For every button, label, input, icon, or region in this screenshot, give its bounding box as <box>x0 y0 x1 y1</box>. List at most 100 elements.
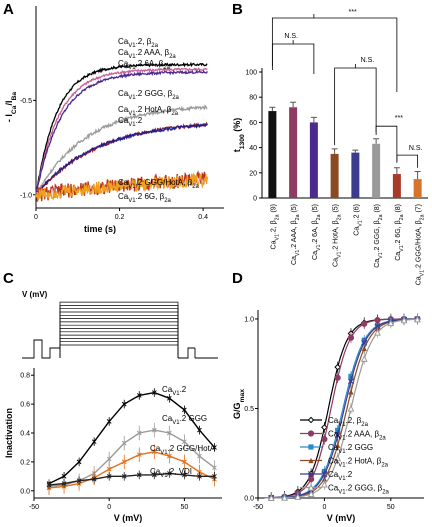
series-line <box>264 318 420 499</box>
data-point <box>151 390 157 395</box>
data-point <box>151 472 157 478</box>
x-axis-label: V (mV) <box>327 513 356 523</box>
protocol-step <box>59 344 179 358</box>
x-axis-label: time (s) <box>84 224 116 234</box>
data-point <box>374 328 381 336</box>
x-tick-label: 0 <box>34 214 38 221</box>
series-line <box>264 318 420 499</box>
data-point <box>197 473 202 479</box>
data-point <box>76 478 82 484</box>
panel-letter-d: D <box>232 270 243 287</box>
legend-label: CaV1.2 AAA, β2a <box>328 430 386 442</box>
y-tick-label: -1.0 <box>20 192 32 199</box>
y-tick-label: -0.5 <box>20 98 32 105</box>
data-point <box>182 472 187 478</box>
data-point <box>321 424 328 431</box>
series-line <box>264 318 421 499</box>
series-line <box>264 318 420 499</box>
category-label: CaV1.2 HotA, β2a (5) <box>333 204 343 267</box>
y-tick-label: 0.0 <box>20 488 30 495</box>
voltage-protocol <box>22 301 218 359</box>
trace-line <box>35 122 208 197</box>
data-point <box>281 493 288 501</box>
data-point <box>76 459 82 465</box>
bar <box>268 111 277 198</box>
y-tick-label: 80 <box>249 95 257 102</box>
legend-label: CaV1.2 GGG, β2a <box>328 484 390 496</box>
protocol-step <box>59 308 179 358</box>
panel-c: V (mV) -50 0 50 0.0 0.2 0.4 0.6 0.8 V (mV) Inactiv… <box>4 290 222 523</box>
y-tick-label: 0.4 <box>20 431 30 438</box>
category-label: CaV1.2 GGG, β2a (8) <box>374 204 384 268</box>
data-point <box>334 432 341 439</box>
data-point <box>267 494 275 502</box>
data-point <box>121 440 127 446</box>
bar <box>392 174 401 198</box>
data-point <box>46 482 52 488</box>
data-point <box>308 457 314 464</box>
data-point <box>167 395 172 401</box>
category-label: CaV1.2 GGG/HotA, β2a (7) <box>416 204 426 285</box>
protocol-trace <box>178 347 195 359</box>
category-label: CaV1.2, β2a (9) <box>270 204 280 249</box>
legend-label: CaV1.2 <box>328 470 353 482</box>
legend-label: CaV1.2 GGG <box>328 443 373 455</box>
data-point <box>400 316 408 324</box>
protocol-step <box>59 338 179 358</box>
data-point <box>106 419 112 424</box>
sig-bracket <box>271 17 398 92</box>
panel-letter-b: B <box>232 1 243 18</box>
data-point <box>167 471 172 476</box>
category-label: CaV1.2 6G, β2a (8) <box>395 204 405 261</box>
ns-bracket <box>334 67 377 146</box>
y-tick-label: 0.0 <box>244 496 254 503</box>
y-tick-label: 0.8 <box>20 373 30 380</box>
series-label: CaV1.2 GGG, β2a <box>118 89 180 101</box>
y-tick-label: 20 <box>249 170 257 177</box>
data-point <box>136 452 142 458</box>
bar <box>372 143 381 198</box>
protocol-step <box>59 321 179 358</box>
data-point <box>335 442 341 448</box>
y-axis-label: t1300 (%) <box>232 118 246 153</box>
x-tick-label: 50 <box>387 504 395 511</box>
y-tick-label: 100 <box>245 70 257 77</box>
data-point <box>136 430 142 436</box>
data-point <box>347 334 355 341</box>
data-point <box>61 473 67 479</box>
data-point <box>167 453 172 459</box>
series-line <box>48 391 216 485</box>
data-point <box>321 471 328 478</box>
data-point <box>348 389 354 395</box>
y-tick-label: 0.6 <box>20 402 30 409</box>
category-label: CaV1.2 (6) <box>353 204 363 236</box>
data-point <box>91 476 97 482</box>
series-line <box>264 318 420 499</box>
data-point <box>212 473 217 479</box>
data-point <box>136 472 142 478</box>
bar <box>289 107 298 198</box>
data-point <box>151 449 157 455</box>
trace-line <box>35 172 208 201</box>
ns-label: N.S. <box>409 145 423 152</box>
data-point <box>182 459 187 465</box>
protocol-label: V (mV) <box>22 290 48 299</box>
series-label: CaV1.2 GGG/HotA, β2a <box>118 178 200 190</box>
data-point <box>308 476 315 483</box>
series-label: CaV1.2 6G, β2a <box>118 192 172 204</box>
data-point <box>212 445 217 450</box>
data-point <box>307 470 315 478</box>
data-point <box>334 374 341 381</box>
sig-label: *** <box>395 115 403 122</box>
panel-a: 0 0.2 0.4 -0.5 -1.0 time (s) - ICa/IBa CaV1.2, … <box>4 6 224 234</box>
trace-line <box>35 61 208 195</box>
data-point <box>308 444 314 450</box>
y-tick-label: 0 <box>253 196 257 203</box>
y-axis-label: G/Gmax <box>232 389 246 419</box>
x-tick-label: 0.2 <box>115 214 125 221</box>
sig-bracket <box>375 125 398 163</box>
protocol-step <box>59 341 179 358</box>
x-tick-label: 50 <box>181 504 189 511</box>
data-point <box>413 315 421 323</box>
